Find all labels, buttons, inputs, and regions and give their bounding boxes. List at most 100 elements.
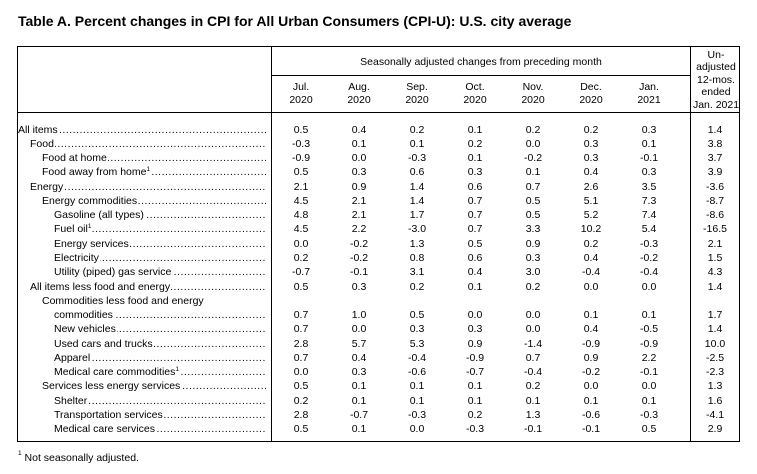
table-row: ........................................… — [18, 408, 741, 422]
row-label-text: Apparel — [54, 352, 92, 364]
value-cell: 0.5 — [293, 423, 309, 435]
value-cell: -3.0 — [407, 223, 427, 235]
value-cell: 0.7 — [467, 223, 483, 235]
row-label-text: commodities — [54, 309, 114, 321]
unadjusted-header-line: adjusted — [696, 61, 736, 74]
value-cell: 0.0 — [583, 380, 599, 392]
leader-dots: ........................................… — [30, 138, 266, 150]
value-cell: 0.1 — [641, 395, 657, 407]
value-cell: -0.3 — [639, 409, 659, 421]
row-label-name: Fuel oil — [54, 223, 88, 235]
table-row: ........................................… — [18, 365, 741, 379]
table-row: ........................................… — [18, 208, 741, 222]
value-cell: 3.3 — [525, 223, 541, 235]
row-label-text: Energy services — [54, 238, 130, 250]
table-row: ........................................… — [18, 337, 741, 351]
value-cell: -0.1 — [523, 423, 543, 435]
unadjusted-value-cell: -16.5 — [703, 223, 727, 235]
row-label-text: Electricity — [54, 252, 100, 264]
column-header-month: Jan. — [639, 81, 659, 93]
column-header: Jul. 2020 — [272, 81, 330, 107]
value-cell: 0.2 — [409, 124, 425, 136]
unadjusted-value-cell: 1.4 — [707, 323, 723, 335]
row-label: ........................................… — [54, 251, 266, 265]
value-cell: 0.1 — [351, 380, 367, 392]
row-label: ........................................… — [30, 280, 266, 294]
row-label: ........................................… — [54, 394, 266, 408]
unadjusted-value-cell: 1.5 — [707, 252, 723, 264]
value-cell: -0.9 — [291, 152, 311, 164]
value-cell: 0.5 — [467, 238, 483, 250]
table-row: ........................................… — [18, 151, 741, 165]
value-cell: 0.0 — [525, 309, 541, 321]
table-row: ........................................… — [18, 322, 741, 336]
value-cell: 3.0 — [525, 266, 541, 278]
row-label: ........................................… — [42, 165, 266, 179]
value-cell: 0.2 — [525, 281, 541, 293]
value-cell: 0.1 — [467, 281, 483, 293]
value-cell: 0.0 — [583, 281, 599, 293]
value-cell: 0.6 — [409, 166, 425, 178]
value-cell: -0.1 — [581, 423, 601, 435]
row-label-text: Transportation services — [54, 409, 164, 421]
value-cell: 0.2 — [293, 252, 309, 264]
value-cell: -0.2 — [523, 152, 543, 164]
value-cell: 0.1 — [409, 138, 425, 150]
row-label-name: Utility (piped) gas service — [54, 266, 172, 278]
value-cell: 0.1 — [409, 395, 425, 407]
value-cell: 0.1 — [409, 380, 425, 392]
column-header: Dec. 2020 — [562, 81, 620, 107]
value-cell: 1.3 — [525, 409, 541, 421]
value-cell: 1.7 — [409, 209, 425, 221]
row-label-name: Used cars and trucks — [54, 338, 153, 350]
value-cell: 10.2 — [580, 223, 602, 235]
value-cell: -0.4 — [639, 266, 659, 278]
footnote-marker: 1 — [18, 450, 22, 457]
value-cell: 0.1 — [525, 395, 541, 407]
column-header: Oct. 2020 — [446, 81, 504, 107]
row-label-text: Food away from home1 — [42, 166, 152, 178]
value-cell: 0.5 — [525, 209, 541, 221]
header-bottom-rule — [18, 112, 739, 113]
value-cell: -0.9 — [465, 352, 485, 364]
value-cell: 0.5 — [525, 195, 541, 207]
row-label-text: All items — [18, 124, 59, 136]
table-row: ........................................… — [18, 308, 741, 322]
table-row: ........................................… — [18, 265, 741, 279]
unadjusted-header-line: Un- — [707, 49, 725, 61]
value-cell: -1.4 — [523, 338, 543, 350]
value-cell: 0.1 — [583, 395, 599, 407]
value-cell: 2.1 — [351, 195, 367, 207]
row-label-text: Gasoline (all types) — [54, 209, 145, 221]
value-cell: 0.2 — [583, 124, 599, 136]
column-header-month: Jul. — [292, 81, 310, 93]
row-label: ........................................… — [54, 322, 266, 336]
table-row: ........................................… — [18, 379, 741, 393]
column-header-month: Aug. — [348, 81, 370, 93]
column-header-month: Dec. — [580, 81, 602, 93]
divider-unadjusted-column — [690, 47, 691, 441]
row-label-name: Energy commodities — [42, 195, 138, 207]
value-cell: -0.5 — [639, 323, 659, 335]
unadjusted-header-line: ended — [701, 86, 731, 99]
unadjusted-value-cell: 4.3 — [707, 266, 723, 278]
table-row: ........................................… — [18, 251, 741, 265]
value-cell: 2.1 — [351, 209, 367, 221]
value-cell: 0.0 — [409, 423, 425, 435]
row-label-text: Medical care commodities1 — [54, 366, 181, 378]
unadjusted-value-cell: -8.6 — [705, 209, 725, 221]
value-cell: 0.2 — [409, 281, 425, 293]
value-cell: 0.3 — [525, 252, 541, 264]
value-cell: 0.7 — [293, 352, 309, 364]
row-label: ........................................… — [54, 222, 266, 236]
column-header-year: 2020 — [521, 94, 545, 106]
table-row: ........................................… — [18, 394, 741, 408]
row-label-name: commodities — [54, 309, 113, 321]
row-label: ........................................… — [18, 123, 266, 137]
leader-dots: ........................................… — [54, 395, 266, 407]
table-row: ........................................… — [18, 351, 741, 365]
value-cell: 0.1 — [467, 152, 483, 164]
value-cell: 0.7 — [293, 309, 309, 321]
row-label-name: Food — [30, 138, 54, 150]
row-label: ........................................… — [42, 379, 266, 393]
